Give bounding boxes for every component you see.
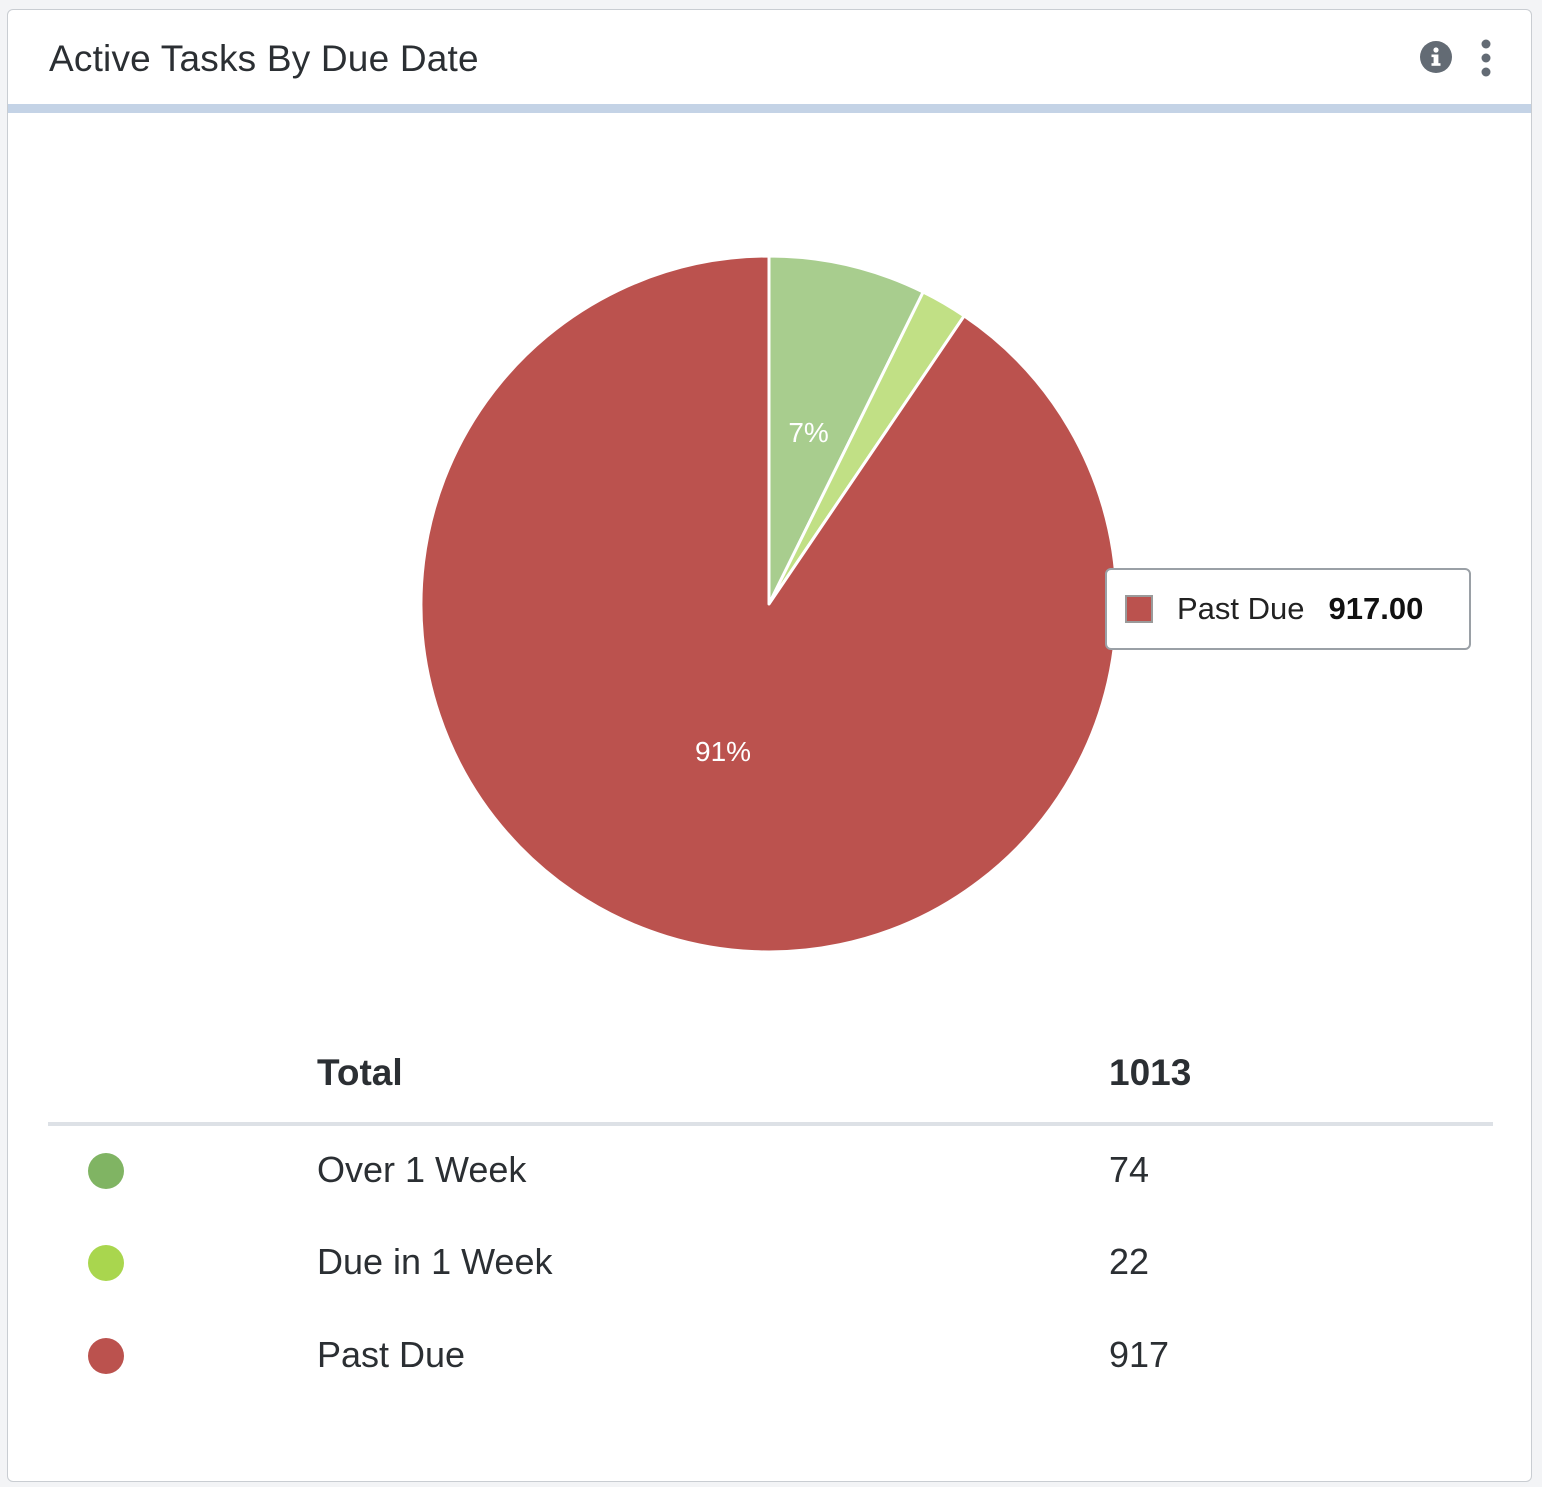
table-total-label: Total xyxy=(317,1052,403,1093)
tooltip-color-swatch xyxy=(1125,595,1153,623)
row-label: Due in 1 Week xyxy=(317,1241,553,1282)
card-title: Active Tasks By Due Date xyxy=(49,38,479,79)
tooltip-value: 917.00 xyxy=(1328,591,1424,626)
legend-dot xyxy=(88,1245,124,1281)
row-value: 74 xyxy=(1109,1149,1150,1190)
slice-label: 91% xyxy=(695,736,751,767)
row-label: Over 1 Week xyxy=(317,1149,527,1190)
row-label: Past Due xyxy=(317,1334,466,1375)
table-row: Over 1 Week 74 xyxy=(8,1141,1531,1201)
slice-label: 7% xyxy=(788,417,828,448)
card-header: Active Tasks By Due Date xyxy=(8,10,1531,113)
pie-slice-over-1-week[interactable] xyxy=(767,254,925,606)
info-icon[interactable] xyxy=(1419,40,1453,74)
tooltip-label: Past Due xyxy=(1177,591,1305,626)
pie-slice-past-due[interactable] xyxy=(419,254,1119,954)
legend-dot xyxy=(88,1338,124,1374)
pie-chart: 7% 91% xyxy=(419,254,1119,954)
chart-tooltip: Past Due 917.00 xyxy=(1105,568,1471,650)
table-total-value: 1013 xyxy=(1109,1052,1192,1093)
table-divider xyxy=(48,1122,1493,1126)
row-value: 22 xyxy=(1109,1241,1150,1282)
table-row: Due in 1 Week 22 xyxy=(8,1233,1531,1293)
legend-dot xyxy=(88,1153,124,1189)
widget-card: Active Tasks By Due Date 7% 91% Past Due … xyxy=(7,9,1532,1482)
table-row: Past Due 917 xyxy=(8,1326,1531,1386)
row-value: 917 xyxy=(1109,1334,1170,1375)
more-vertical-icon[interactable] xyxy=(1475,38,1497,78)
